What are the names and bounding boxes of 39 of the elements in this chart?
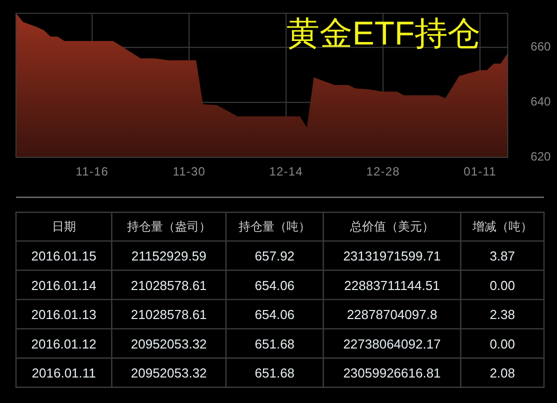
text: 23131971599.71 xyxy=(343,248,441,264)
x-tick-label: 12-14 xyxy=(269,164,303,178)
category-label: 持仓量（盎司） xyxy=(126,220,211,234)
text: 0.00 xyxy=(490,277,516,292)
text: 22738064092.17 xyxy=(343,336,441,351)
text: 2.08 xyxy=(490,365,516,380)
text: 日期 xyxy=(52,220,76,234)
category-label: 增减（吨） xyxy=(471,220,532,234)
category-label: 持仓量（吨） xyxy=(238,220,311,234)
text: 22878704097.8 xyxy=(346,306,438,322)
text: 23059926616.81 xyxy=(343,365,441,380)
text: 20952053.32 xyxy=(130,336,207,351)
x-tick-label: 11-30 xyxy=(172,164,206,178)
category-label: 2016.01.11 xyxy=(32,365,96,380)
text: 654.06 xyxy=(254,277,295,292)
y-tick-label: 620 xyxy=(530,149,552,164)
text: 0.00 xyxy=(490,336,516,351)
text: 657.92 xyxy=(254,248,295,264)
chart-title: 黄金ETF持仓 xyxy=(286,14,481,52)
text: 21028578.61 xyxy=(130,306,207,322)
text: 20952053.32 xyxy=(130,365,207,380)
text: 21152929.59 xyxy=(131,248,206,264)
text: 651.68 xyxy=(254,336,295,351)
text: 21028578.61 xyxy=(130,277,207,292)
text: 651.68 xyxy=(254,365,295,380)
x-tick-label: 12-28 xyxy=(366,164,400,178)
category-label: 2016.01.12 xyxy=(31,336,96,351)
category-label: 2016.01.13 xyxy=(31,306,96,322)
text: 2.38 xyxy=(490,306,516,322)
text: 654.06 xyxy=(254,306,295,322)
category-label: 2016.01.15 xyxy=(31,248,96,264)
x-tick-label: 11-16 xyxy=(76,164,109,178)
category-label: 2016.01.14 xyxy=(31,277,96,292)
text: 3.87 xyxy=(490,248,516,264)
y-tick-label: 640 xyxy=(530,94,552,109)
y-tick-label: 660 xyxy=(530,40,552,54)
text: 22883711144.51 xyxy=(344,277,440,292)
x-tick-label: 01-11 xyxy=(464,164,496,178)
category-label: 总价值（美元） xyxy=(349,220,434,234)
